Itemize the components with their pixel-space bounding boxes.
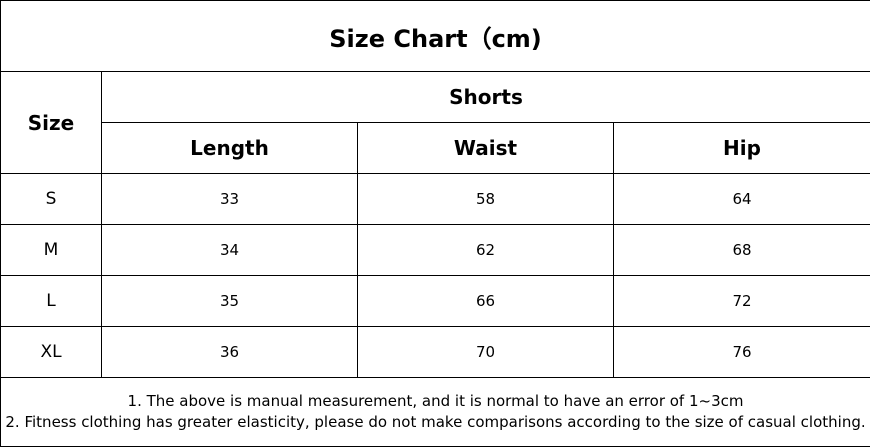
table-row: XL 36 70 76	[1, 327, 870, 378]
length-cell: 35	[102, 276, 358, 327]
column-header-row: Length Waist Hip	[1, 123, 870, 174]
size-cell: L	[1, 276, 102, 327]
length-cell: 33	[102, 174, 358, 225]
size-cell: XL	[1, 327, 102, 378]
hip-column-header: Hip	[614, 123, 870, 174]
size-cell: S	[1, 174, 102, 225]
size-column-header: Size	[1, 72, 102, 174]
waist-cell: 70	[358, 327, 614, 378]
length-cell: 34	[102, 225, 358, 276]
length-cell: 36	[102, 327, 358, 378]
length-column-header: Length	[102, 123, 358, 174]
note-elasticity: 2. Fitness clothing has greater elastici…	[1, 412, 870, 433]
shorts-group-header: Shorts	[102, 72, 870, 123]
waist-cell: 58	[358, 174, 614, 225]
size-cell: M	[1, 225, 102, 276]
group-header-row: Size Shorts	[1, 72, 870, 123]
table-row: S 33 58 64	[1, 174, 870, 225]
notes-cell: 1. The above is manual measurement, and …	[1, 378, 870, 447]
hip-cell: 64	[614, 174, 870, 225]
waist-cell: 62	[358, 225, 614, 276]
hip-cell: 68	[614, 225, 870, 276]
waist-cell: 66	[358, 276, 614, 327]
table-row: L 35 66 72	[1, 276, 870, 327]
hip-cell: 72	[614, 276, 870, 327]
waist-column-header: Waist	[358, 123, 614, 174]
table-title: Size Chart（cm)	[1, 1, 870, 72]
table-row: M 34 62 68	[1, 225, 870, 276]
notes-row: 1. The above is manual measurement, and …	[1, 378, 870, 447]
note-measurement: 1. The above is manual measurement, and …	[1, 391, 870, 412]
hip-cell: 76	[614, 327, 870, 378]
title-row: Size Chart（cm)	[1, 1, 870, 72]
